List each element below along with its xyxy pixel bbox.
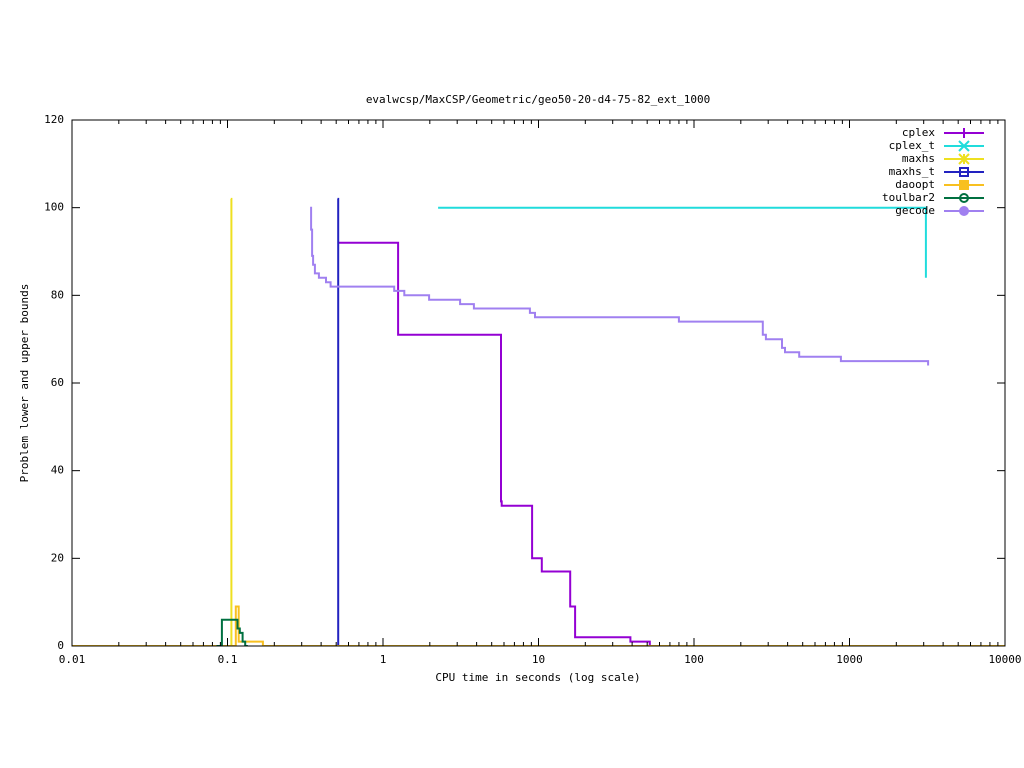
series-line (310, 206, 930, 366)
y-tick-label: 40 (51, 464, 64, 477)
legend-marker (959, 167, 969, 177)
legend-label: toulbar2 (882, 191, 935, 204)
series-line (337, 241, 651, 646)
legend-label: cplex (902, 126, 935, 139)
y-tick-label: 100 (44, 201, 64, 214)
y-tick-label: 120 (44, 113, 64, 126)
x-tick-label: 1 (380, 653, 387, 666)
legend-marker (958, 140, 970, 152)
legend-marker (959, 193, 969, 203)
legend-label: maxhs_t (889, 165, 935, 178)
legend-marker (958, 153, 970, 165)
x-tick-label: 0.01 (59, 653, 86, 666)
series-line (216, 618, 248, 646)
series-line (230, 197, 233, 646)
x-tick-label: 1000 (836, 653, 863, 666)
y-axis-label: Problem lower and upper bounds (18, 284, 31, 483)
x-tick-label: 100 (684, 653, 704, 666)
x-tick-label: 0.1 (218, 653, 238, 666)
legend-label: cplex_t (889, 139, 935, 152)
plot-area (72, 197, 1005, 646)
legend-label: maxhs (902, 152, 935, 165)
legend-marker (959, 206, 969, 216)
y-tick-label: 80 (51, 288, 64, 301)
series-line (438, 206, 927, 278)
legend-label: gecode (895, 204, 935, 217)
series-line (72, 605, 1005, 646)
legend-label: daoopt (895, 178, 935, 191)
y-tick-label: 20 (51, 551, 64, 564)
chart-title: evalwcsp/MaxCSP/Geometric/geo50-20-d4-75… (366, 93, 710, 106)
y-tick-label: 60 (51, 376, 64, 389)
x-axis-label: CPU time in seconds (log scale) (435, 671, 640, 684)
x-tick-label: 10000 (988, 653, 1021, 666)
x-tick-label: 10 (532, 653, 545, 666)
legend-marker (959, 180, 969, 190)
y-tick-label: 0 (57, 639, 64, 652)
series-line (337, 197, 340, 646)
